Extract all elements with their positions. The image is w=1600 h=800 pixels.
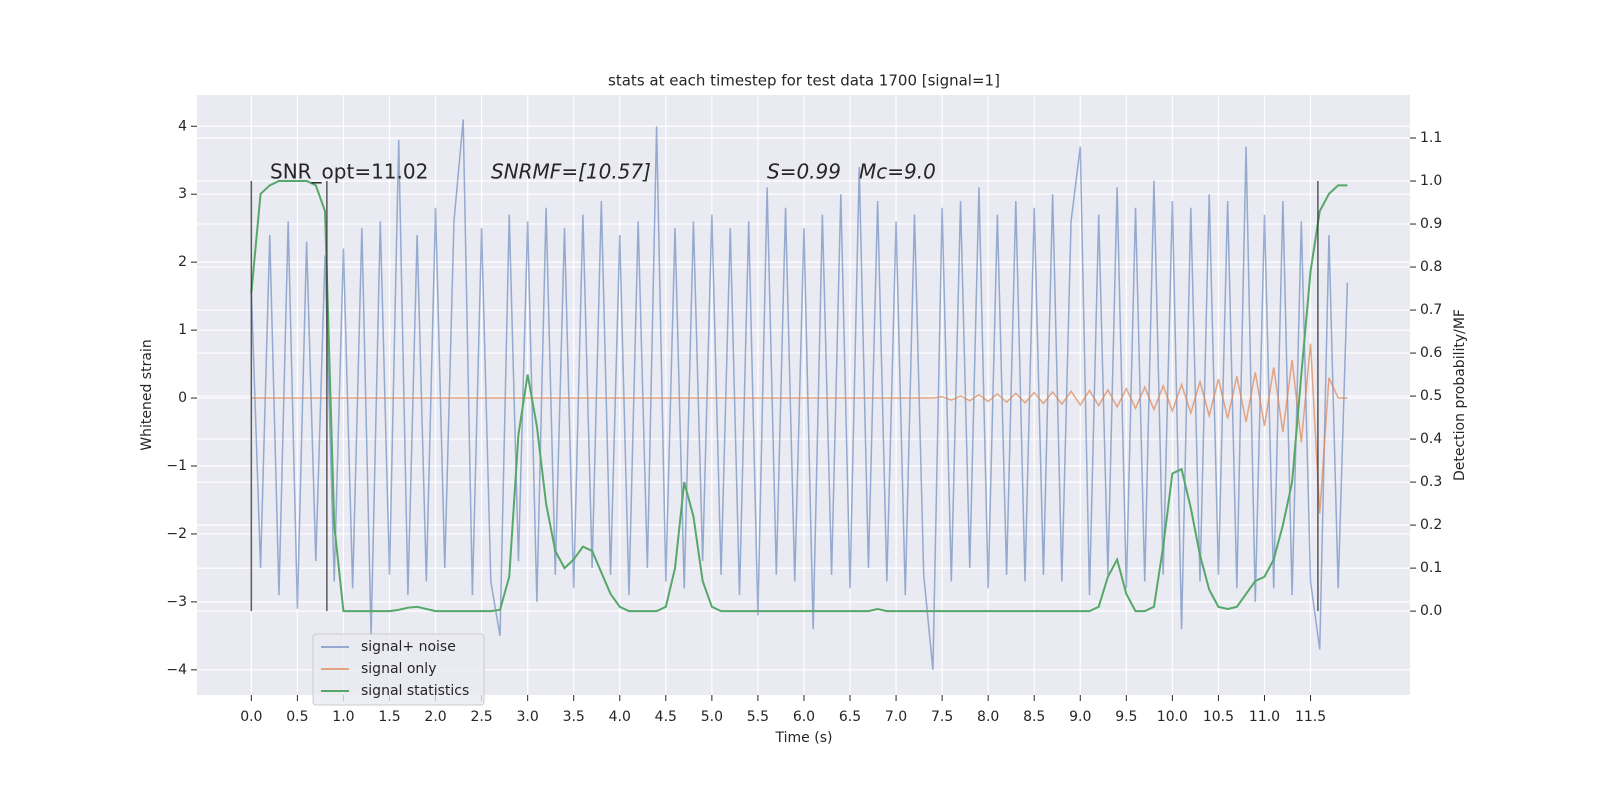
- series-line: [250, 119, 1349, 670]
- x-axis-label: Time (s): [775, 730, 833, 746]
- chart-title: stats at each timestep for test data 170…: [608, 72, 1000, 90]
- x-tick-label: 10.5: [1203, 709, 1234, 725]
- x-tick-label: 9.0: [1069, 709, 1091, 725]
- legend-label: signal only: [361, 661, 436, 677]
- y2-tick-label: 0.4: [1420, 431, 1442, 447]
- x-tick-label: 7.5: [931, 709, 953, 725]
- y-tick-label: −1: [166, 458, 187, 474]
- x-tick-label: 5.0: [701, 709, 723, 725]
- y-tick-label: 1: [178, 322, 187, 338]
- y-tick-label: 0: [178, 390, 187, 406]
- x-tick-label: 3.5: [563, 709, 585, 725]
- y-tick-label: −2: [166, 526, 187, 542]
- x-tick-label: 8.5: [1023, 709, 1045, 725]
- y2-tick-label: 0.2: [1420, 517, 1442, 533]
- y-tick-label: 2: [178, 254, 187, 270]
- y2-tick-label: 0.0: [1420, 603, 1442, 619]
- x-tick-label: 1.5: [378, 709, 400, 725]
- y2-axis-label: Detection probability/MF: [1452, 309, 1468, 481]
- x-tick-label: 10.0: [1157, 709, 1188, 725]
- x-tick-label: 11.5: [1295, 709, 1326, 725]
- x-tick-label: 8.0: [977, 709, 999, 725]
- y-axis-label: Whitened strain: [139, 339, 155, 450]
- series-line: [251, 343, 1348, 514]
- x-tick-label: 4.5: [655, 709, 677, 725]
- y-tick-label: −3: [166, 594, 187, 610]
- y2-tick-label: 0.7: [1420, 302, 1442, 318]
- y-tick-label: 3: [178, 186, 187, 202]
- y-tick-label: −4: [166, 662, 187, 678]
- y-tick-label: 4: [178, 118, 187, 134]
- annotation: SNRMF=[10.57]: [491, 160, 651, 184]
- x-tick-label: 2.5: [470, 709, 492, 725]
- x-tick-label: 11.0: [1249, 709, 1280, 725]
- x-tick-label: 0.0: [240, 709, 262, 725]
- y2-tick-label: 0.9: [1420, 216, 1442, 232]
- y2-tick-label: 1.1: [1420, 130, 1442, 146]
- legend-label: signal statistics: [361, 683, 469, 699]
- y2-tick-label: 0.1: [1420, 560, 1442, 576]
- x-tick-label: 4.0: [609, 709, 631, 725]
- annotation: S=0.99: [767, 160, 841, 184]
- x-tick-label: 5.5: [747, 709, 769, 725]
- annotation: Mc=9.0: [859, 160, 936, 184]
- x-tick-label: 3.0: [517, 709, 539, 725]
- legend-box: [312, 633, 485, 706]
- x-tick-label: 9.5: [1115, 709, 1137, 725]
- y2-tick-label: 1.0: [1420, 173, 1442, 189]
- x-tick-label: 2.0: [424, 709, 446, 725]
- x-tick-label: 0.5: [286, 709, 308, 725]
- series-line: [250, 180, 1348, 613]
- x-tick-label: 7.0: [885, 709, 907, 725]
- y2-tick-label: 0.8: [1420, 259, 1442, 275]
- x-tick-label: 6.5: [839, 709, 861, 725]
- annotation: SNR_opt=11.02: [270, 160, 428, 184]
- y2-tick-label: 0.6: [1420, 345, 1442, 361]
- y2-tick-label: 0.3: [1420, 474, 1442, 490]
- y2-tick-label: 0.5: [1420, 388, 1442, 404]
- x-tick-label: 6.0: [793, 709, 815, 725]
- x-tick-label: 1.0: [332, 709, 354, 725]
- legend-label: signal+ noise: [361, 639, 456, 655]
